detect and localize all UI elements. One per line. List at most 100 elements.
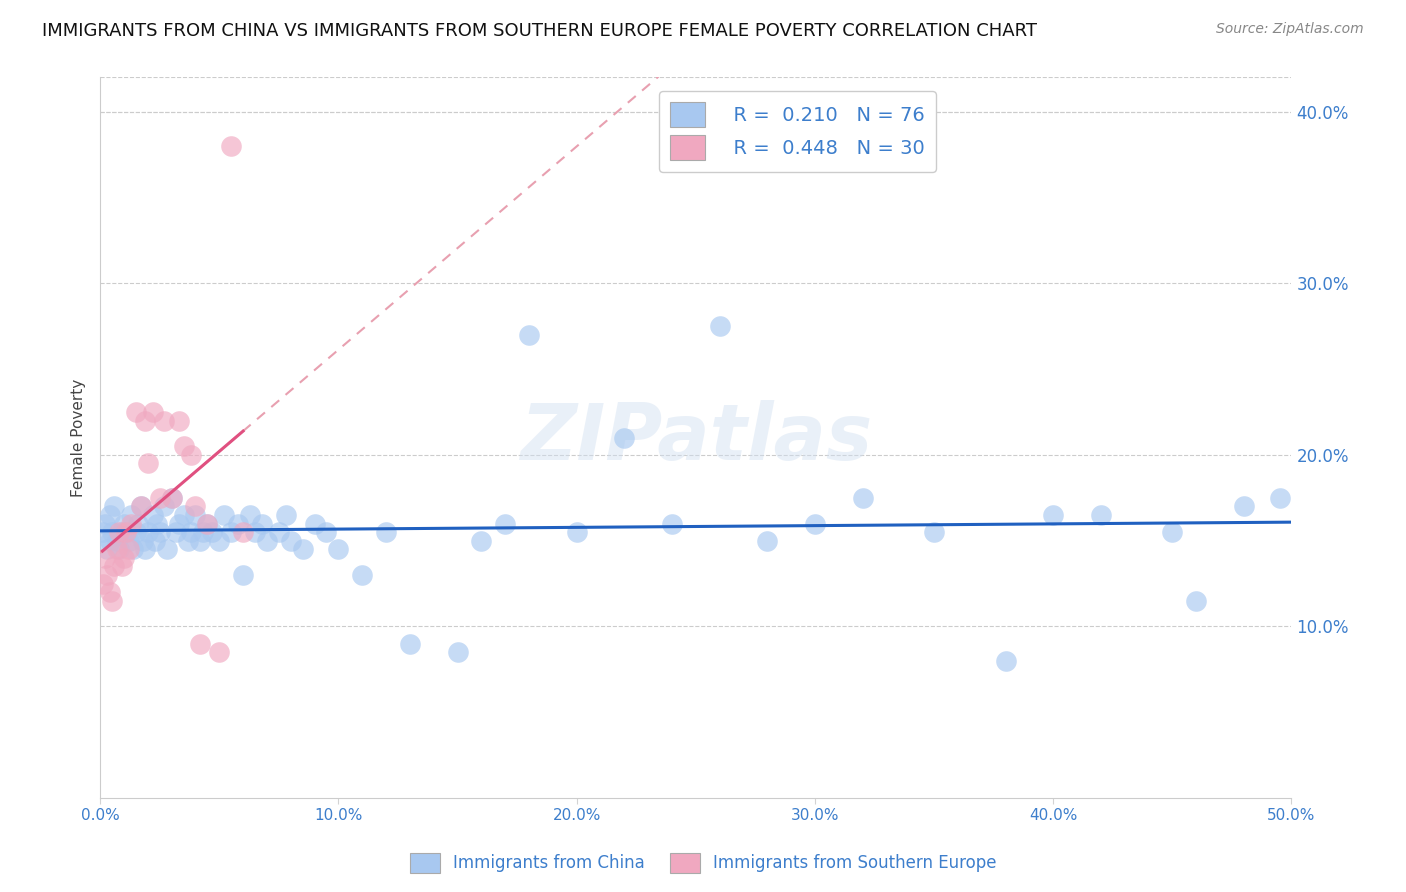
Point (219, 525, 242, 540)
Point (256, 533, 278, 548)
Point (399, 637, 422, 651)
Point (160, 491, 183, 505)
Point (153, 500, 176, 514)
Text: IMMIGRANTS FROM CHINA VS IMMIGRANTS FROM SOUTHERN EUROPE FEMALE POVERTY CORRELAT: IMMIGRANTS FROM CHINA VS IMMIGRANTS FROM… (42, 22, 1038, 40)
Point (851, 491, 873, 505)
Point (136, 525, 159, 540)
Point (134, 414, 156, 428)
Point (291, 542, 314, 557)
Point (239, 508, 262, 522)
Point (280, 533, 302, 548)
Point (188, 533, 211, 548)
Point (756, 533, 779, 548)
Point (125, 525, 148, 540)
Point (160, 491, 183, 505)
Point (101, 525, 124, 540)
Y-axis label: Female Poverty: Female Poverty (72, 378, 86, 497)
Point (201, 525, 224, 540)
Point (156, 542, 179, 557)
Point (118, 542, 141, 557)
Point (98, 585, 121, 599)
Point (110, 525, 132, 540)
Point (212, 508, 235, 522)
Point (180, 448, 202, 462)
Point (470, 533, 492, 548)
Point (134, 542, 156, 557)
Point (105, 533, 128, 548)
Point (98, 533, 121, 548)
Point (129, 500, 152, 514)
Point (1090, 508, 1112, 522)
Point (184, 508, 207, 522)
Point (208, 533, 231, 548)
Point (1161, 525, 1184, 540)
Point (494, 516, 516, 531)
Point (110, 559, 132, 574)
Point (228, 516, 250, 531)
Point (108, 542, 131, 557)
Point (108, 525, 131, 540)
Point (304, 516, 326, 531)
Point (994, 654, 1017, 668)
Point (91, 576, 114, 591)
Point (661, 516, 683, 531)
Point (250, 516, 273, 531)
Point (120, 516, 142, 531)
Point (195, 516, 218, 531)
Point (315, 525, 337, 540)
Point (517, 327, 540, 342)
Point (180, 525, 202, 540)
Point (122, 542, 145, 557)
Point (120, 508, 142, 522)
Point (105, 542, 128, 557)
Legend:   R =  0.210   N = 76,   R =  0.448   N = 30: R = 0.210 N = 76, R = 0.448 N = 30 (658, 91, 936, 172)
Point (1042, 508, 1064, 522)
Point (1233, 500, 1256, 514)
Point (127, 516, 149, 531)
Point (96, 568, 118, 582)
Point (94, 550, 117, 565)
Point (143, 533, 166, 548)
Point (352, 568, 374, 582)
Point (267, 525, 290, 540)
Text: Source: ZipAtlas.com: Source: ZipAtlas.com (1216, 22, 1364, 37)
Point (1268, 491, 1291, 505)
Point (136, 457, 159, 471)
Point (195, 516, 218, 531)
Point (118, 533, 141, 548)
Point (165, 525, 187, 540)
Point (328, 542, 350, 557)
Point (274, 508, 297, 522)
Point (112, 550, 135, 565)
Point (922, 525, 945, 540)
Point (173, 508, 195, 522)
Point (98, 508, 121, 522)
Point (167, 414, 190, 428)
Point (188, 637, 211, 651)
Point (91, 525, 114, 540)
Point (96, 542, 118, 557)
Point (141, 405, 163, 419)
Point (232, 568, 254, 582)
Point (191, 525, 214, 540)
Point (177, 533, 200, 548)
Point (103, 559, 125, 574)
Point (115, 525, 138, 540)
Point (103, 500, 125, 514)
Point (167, 516, 190, 531)
Point (375, 525, 398, 540)
Point (219, 139, 242, 153)
Point (115, 525, 138, 540)
Point (132, 533, 155, 548)
Point (804, 516, 827, 531)
Point (709, 319, 731, 334)
Point (146, 516, 169, 531)
Point (149, 491, 172, 505)
Point (232, 525, 254, 540)
Point (112, 516, 135, 531)
Point (141, 508, 163, 522)
Point (153, 414, 176, 428)
Point (94, 516, 117, 531)
Legend: Immigrants from China, Immigrants from Southern Europe: Immigrants from China, Immigrants from S… (404, 847, 1002, 880)
Point (208, 645, 231, 659)
